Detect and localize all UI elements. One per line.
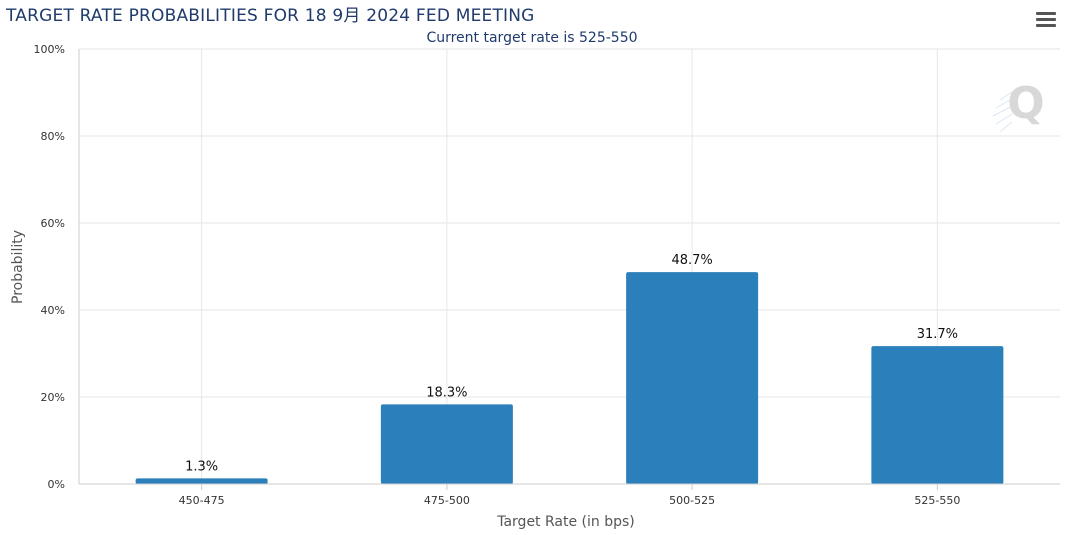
y-tick-label: 60% (41, 217, 65, 230)
bar (380, 404, 513, 484)
y-tick-label: 20% (41, 391, 65, 404)
x-tick-label: 450-475 (179, 494, 225, 507)
cme-q-logo-icon: Q (992, 78, 1045, 133)
y-axis-title: Probability (10, 230, 26, 304)
y-tick-label: 100% (34, 43, 65, 56)
y-tick-label: 80% (41, 130, 65, 143)
x-tick-label: 525-550 (914, 494, 960, 507)
data-label: 48.7% (671, 253, 712, 268)
data-label: 18.3% (426, 385, 467, 400)
y-tick-label: 40% (41, 304, 65, 317)
x-tick-label: 475-500 (424, 494, 470, 507)
hamburger-menu-icon[interactable] (1036, 12, 1056, 30)
svg-text:Q: Q (1007, 78, 1044, 129)
chart-subtitle: Current target rate is 525-550 (426, 30, 638, 46)
bar (871, 346, 1004, 484)
x-tick-label: 500-525 (669, 494, 715, 507)
data-label: 31.7% (917, 327, 958, 342)
y-tick-label: 0% (48, 478, 65, 491)
bar (135, 478, 268, 484)
bar (626, 272, 759, 484)
data-label: 1.3% (185, 459, 218, 474)
x-axis-title: Target Rate (in bps) (496, 514, 635, 530)
chart-title: TARGET RATE PROBABILITIES FOR 18 9月 2024… (6, 6, 535, 26)
